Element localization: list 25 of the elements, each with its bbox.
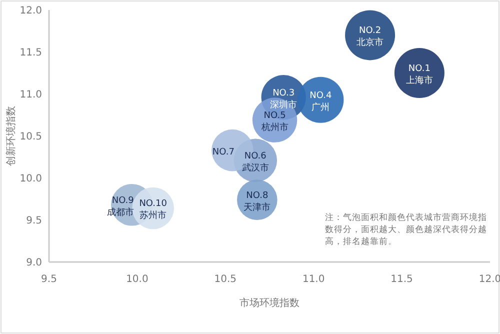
annotation: NO.4 广州 <box>310 90 332 113</box>
annotation: NO.7 <box>212 147 234 158</box>
x-tick-label: 10.0 <box>126 274 148 285</box>
x-axis-title: 市场环境指数 <box>240 297 300 309</box>
annotation: NO.8 天津市 <box>244 190 271 213</box>
annotation: NO.10 苏州市 <box>139 199 168 222</box>
annotation: NO.1 上海市 <box>406 64 433 86</box>
y-tick-label: 9.5 <box>26 216 42 226</box>
x-tick-label: 11.0 <box>302 274 325 285</box>
y-tick-label: 9.0 <box>26 258 42 268</box>
y-tick-label: 10.5 <box>20 132 42 142</box>
y-tick-label: 10.0 <box>20 174 42 184</box>
annotation: NO.5 杭州市 <box>260 111 288 134</box>
x-tick-label: 9.5 <box>41 274 57 285</box>
annotation: NO.2 北京市 <box>356 26 384 48</box>
x-tick-label: 10.5 <box>214 274 237 285</box>
y-tick-label: 11.0 <box>20 90 42 100</box>
x-tick-label: 11.5 <box>390 274 413 285</box>
annotation: 注：气泡面积和颜色代表城市营商环境指数得分，面积越大、颜色越深代表得分越高，排名越靠前。 <box>325 212 487 247</box>
annotation: NO.9 成都市 <box>106 196 134 218</box>
y-axis-title: 创新环境指数 <box>5 106 17 166</box>
annotation: NO.3 深圳市 <box>270 88 298 110</box>
annotation: NO.6 武汉市 <box>242 151 269 174</box>
y-tick-label: 12.0 <box>20 6 42 16</box>
y-tick-label: 11.5 <box>20 48 42 58</box>
